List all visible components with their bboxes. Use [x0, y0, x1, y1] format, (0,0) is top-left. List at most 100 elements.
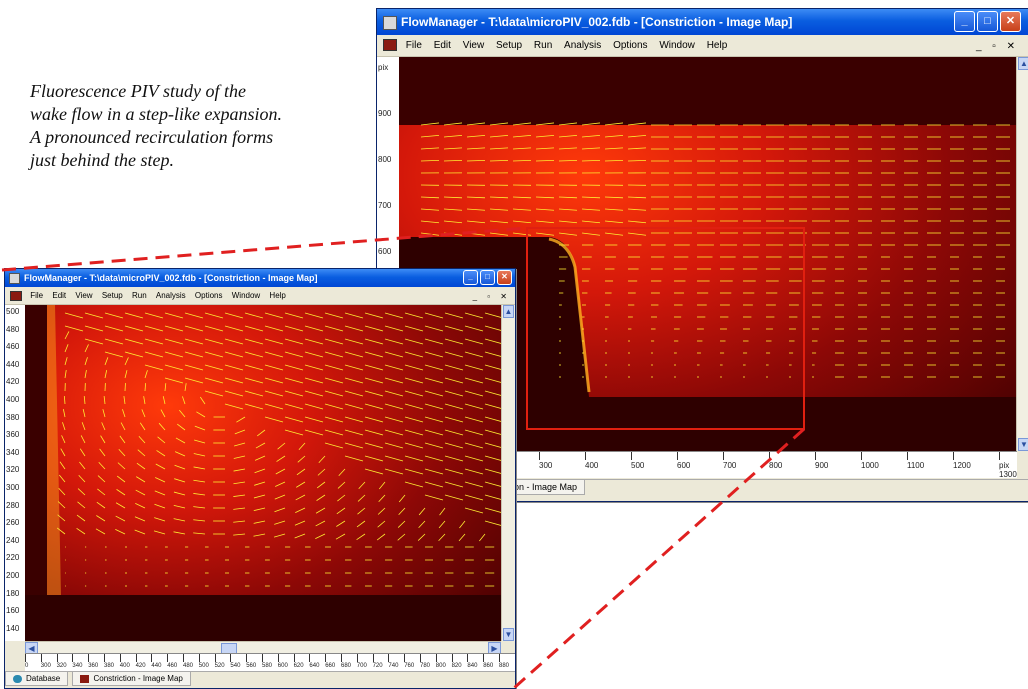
velocity-vector — [139, 436, 145, 443]
document-icon[interactable] — [10, 291, 22, 301]
velocity-vector — [105, 313, 123, 318]
menu-file[interactable]: File — [406, 36, 422, 56]
velocity-vector — [513, 197, 531, 198]
velocity-vector — [485, 417, 501, 422]
maximize-button[interactable]: □ — [480, 270, 495, 285]
velocity-vector — [78, 502, 85, 508]
velocity-vector — [275, 495, 285, 499]
velocity-vector — [103, 409, 105, 417]
menu-setup[interactable]: Setup — [496, 36, 522, 56]
velocity-vector — [60, 462, 65, 469]
velocity-vector — [465, 456, 483, 461]
maximize-button[interactable]: □ — [977, 11, 998, 32]
menu-run[interactable]: Run — [534, 36, 552, 56]
mdi-controls[interactable]: _ ▫ ✕ — [473, 289, 511, 305]
velocity-vector — [405, 469, 423, 474]
velocity-vector — [285, 313, 303, 318]
menu-options[interactable]: Options — [613, 36, 647, 56]
menu-edit[interactable]: Edit — [434, 36, 451, 56]
minimize-button[interactable]: _ — [463, 270, 478, 285]
tab-database[interactable]: Database — [5, 672, 68, 686]
minimize-button[interactable]: _ — [954, 11, 975, 32]
ruler-tick — [404, 654, 405, 662]
scroll-down-arrow[interactable]: ▼ — [503, 628, 514, 641]
velocity-vector — [96, 516, 105, 521]
velocity-vector — [117, 489, 125, 495]
velocity-vector — [465, 365, 483, 370]
velocity-vector — [245, 352, 263, 357]
velocity-vector — [421, 135, 439, 137]
menu-view[interactable]: View — [75, 288, 92, 304]
velocity-vector — [467, 197, 485, 198]
menu-window[interactable]: Window — [659, 36, 695, 56]
mdi-controls[interactable]: _ ▫ ✕ — [976, 37, 1019, 57]
menu-run[interactable]: Run — [132, 288, 147, 304]
velocity-vector — [467, 160, 485, 161]
velocity-vector — [65, 331, 69, 339]
ruler-label: 380 — [104, 663, 114, 669]
front-window-titlebar[interactable]: FlowManager - T:\data\microPIV_002.fdb -… — [5, 269, 515, 287]
scroll-down-arrow[interactable]: ▼ — [1018, 438, 1028, 451]
velocity-vector — [236, 417, 245, 422]
velocity-vector — [63, 409, 65, 417]
velocity-vector — [165, 313, 183, 318]
menu-edit[interactable]: Edit — [52, 288, 66, 304]
velocity-vector — [445, 469, 463, 474]
velocity-vector — [445, 313, 463, 318]
ruler-label: 0 — [25, 663, 28, 669]
velocity-vector — [405, 430, 423, 435]
velocity-vector — [193, 533, 205, 534]
menu-window[interactable]: Window — [232, 288, 260, 304]
velocity-vector — [85, 344, 88, 352]
front-vertical-scrollbar[interactable]: ▲ ▼ — [501, 305, 515, 641]
velocity-vector — [255, 469, 265, 473]
ruler-tick — [246, 654, 247, 662]
velocity-vector — [358, 495, 365, 501]
velocity-vector — [193, 493, 205, 495]
back-window-titlebar[interactable]: FlowManager - T:\data\microPIV_002.fdb -… — [377, 9, 1028, 35]
ruler-label: 800 — [769, 461, 782, 470]
lower-wall — [25, 595, 501, 641]
velocity-vector — [158, 437, 165, 443]
velocity-vector — [465, 352, 483, 357]
velocity-vector — [245, 404, 263, 409]
tab-image-map[interactable]: Constriction - Image Map — [72, 672, 190, 686]
velocity-vector — [185, 313, 203, 318]
menu-analysis[interactable]: Analysis — [564, 36, 601, 56]
menu-analysis[interactable]: Analysis — [156, 288, 186, 304]
velocity-vector — [85, 313, 103, 318]
velocity-vector — [305, 430, 323, 435]
menu-view[interactable]: View — [463, 36, 485, 56]
velocity-vector — [338, 482, 345, 488]
ruler-label: 320 — [6, 465, 19, 474]
velocity-vector — [365, 443, 383, 448]
menu-help[interactable]: Help — [707, 36, 728, 56]
velocity-vector — [105, 326, 123, 331]
document-icon[interactable] — [383, 39, 397, 51]
velocity-vector — [582, 233, 600, 235]
scroll-up-arrow[interactable]: ▲ — [1018, 57, 1028, 70]
velocity-vector — [337, 508, 345, 514]
ruler-label: 360 — [88, 663, 98, 669]
velocity-vector — [274, 521, 285, 524]
menu-setup[interactable]: Setup — [102, 288, 123, 304]
velocity-vector — [405, 391, 423, 396]
scroll-up-arrow[interactable]: ▲ — [503, 305, 514, 318]
menu-options[interactable]: Options — [195, 288, 223, 304]
velocity-vector — [365, 391, 383, 396]
front-image-map[interactable] — [25, 305, 501, 641]
velocity-vector — [405, 339, 423, 344]
velocity-vector — [425, 417, 443, 422]
tab-label: Constriction - Image Map — [93, 674, 182, 683]
close-button[interactable]: ✕ — [1000, 11, 1021, 32]
menu-file[interactable]: File — [30, 288, 43, 304]
velocity-vector — [205, 352, 223, 357]
menu-help[interactable]: Help — [269, 288, 285, 304]
velocity-vector — [485, 443, 501, 448]
front-window: FlowManager - T:\data\microPIV_002.fdb -… — [4, 268, 516, 689]
back-vertical-scrollbar[interactable]: ▲ ▼ — [1016, 57, 1028, 451]
velocity-vector — [255, 456, 265, 460]
ruler-tick — [999, 452, 1000, 460]
velocity-vector — [425, 313, 443, 318]
close-button[interactable]: ✕ — [497, 270, 512, 285]
